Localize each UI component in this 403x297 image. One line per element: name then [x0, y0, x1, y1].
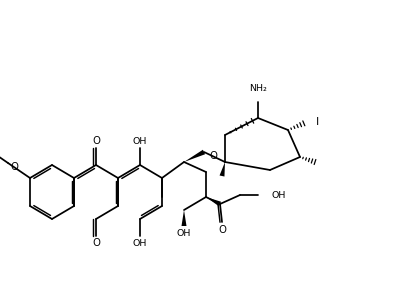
Polygon shape [184, 150, 205, 162]
Text: OH: OH [272, 190, 287, 200]
Text: OH: OH [133, 137, 147, 146]
Polygon shape [206, 197, 221, 206]
Text: O: O [218, 225, 226, 235]
Text: OH: OH [133, 238, 147, 247]
Text: NH₂: NH₂ [249, 84, 267, 93]
Polygon shape [181, 210, 187, 226]
Text: O: O [92, 238, 100, 248]
Polygon shape [220, 162, 225, 176]
Text: O: O [209, 151, 217, 161]
Text: I: I [316, 117, 319, 127]
Text: OH: OH [177, 230, 191, 238]
Text: O: O [92, 136, 100, 146]
Text: O: O [10, 162, 18, 172]
